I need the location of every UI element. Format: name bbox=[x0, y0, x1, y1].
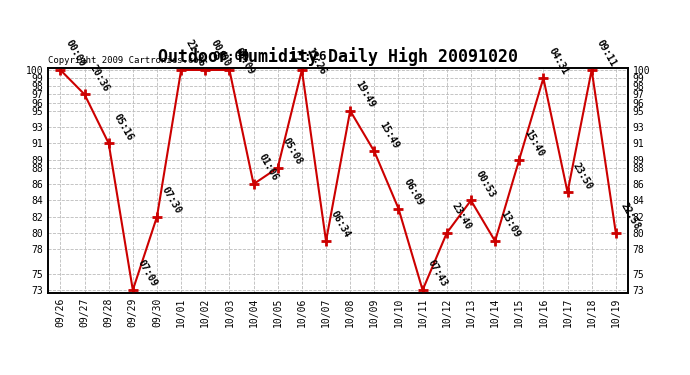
Text: 00:00: 00:00 bbox=[208, 38, 232, 69]
Text: 13:26: 13:26 bbox=[305, 46, 328, 76]
Text: 19:49: 19:49 bbox=[353, 79, 377, 110]
Text: 04:31: 04:31 bbox=[546, 46, 570, 77]
Text: 06:09: 06:09 bbox=[233, 46, 256, 76]
Text: 06:09: 06:09 bbox=[402, 177, 425, 207]
Text: 07:09: 07:09 bbox=[136, 258, 159, 289]
Text: 20:36: 20:36 bbox=[88, 63, 111, 93]
Text: 13:26: 13:26 bbox=[290, 50, 327, 63]
Text: 15:40: 15:40 bbox=[522, 128, 546, 158]
Text: 13:09: 13:09 bbox=[498, 210, 522, 240]
Text: 00:00: 00:00 bbox=[63, 38, 87, 69]
Text: 09:11: 09:11 bbox=[595, 38, 618, 69]
Text: 21:36: 21:36 bbox=[184, 38, 208, 69]
Text: 07:30: 07:30 bbox=[160, 185, 184, 215]
Text: 22:58: 22:58 bbox=[619, 201, 642, 232]
Text: 15:49: 15:49 bbox=[377, 120, 401, 150]
Text: 23:50: 23:50 bbox=[571, 160, 594, 191]
Text: 06:09: 06:09 bbox=[213, 50, 250, 63]
Text: 07:43: 07:43 bbox=[426, 258, 449, 289]
Text: 01:06: 01:06 bbox=[257, 152, 280, 183]
Text: 05:16: 05:16 bbox=[112, 112, 135, 142]
Text: 05:08: 05:08 bbox=[281, 136, 304, 166]
Text: 23:40: 23:40 bbox=[450, 201, 473, 232]
Text: Copyright 2009 Cartronics.com: Copyright 2009 Cartronics.com bbox=[48, 56, 204, 65]
Text: 00:53: 00:53 bbox=[474, 169, 497, 199]
Text: 06:34: 06:34 bbox=[329, 210, 353, 240]
Title: Outdoor Humidity Daily High 20091020: Outdoor Humidity Daily High 20091020 bbox=[158, 47, 518, 66]
